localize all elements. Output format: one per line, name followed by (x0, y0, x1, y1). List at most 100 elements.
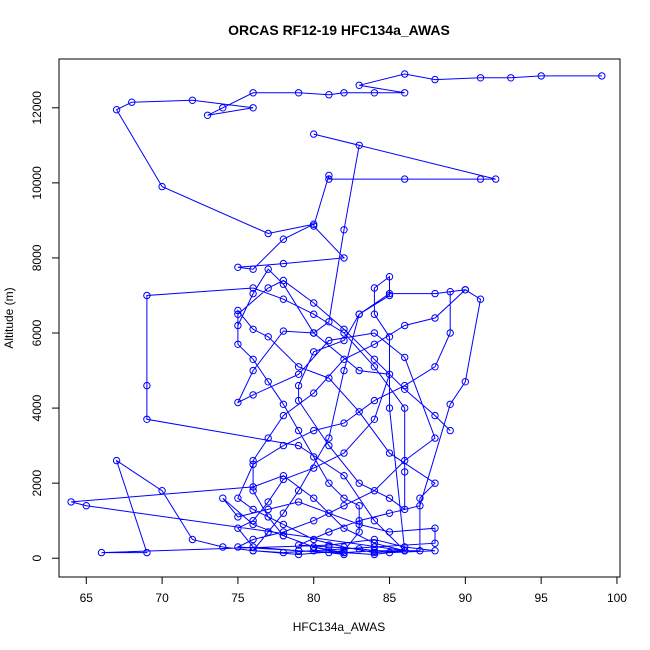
data-point (431, 479, 439, 487)
data-point (294, 541, 303, 549)
data-point (310, 464, 318, 472)
y-tick-label: 4000 (30, 394, 44, 421)
data-point (234, 524, 242, 532)
data-point (279, 472, 288, 480)
data-point (370, 550, 379, 559)
data-point (476, 295, 485, 303)
data-point (385, 291, 394, 300)
data-point (264, 505, 272, 514)
data-point (461, 286, 469, 294)
data-point (355, 310, 363, 318)
data-point (310, 547, 318, 555)
x-tick-label: 75 (231, 591, 245, 605)
data-point (431, 434, 439, 442)
data-point (370, 547, 379, 555)
data-point (461, 378, 469, 386)
data-point (340, 329, 348, 337)
chart-title: ORCAS RF12-19 HFC134a_AWAS (228, 22, 450, 38)
data-point (310, 299, 318, 307)
data-point (340, 355, 348, 363)
data-point (249, 325, 257, 333)
data-point (355, 366, 363, 375)
data-point (431, 314, 439, 322)
data-point (249, 543, 257, 551)
data-point (355, 502, 363, 510)
data-point (219, 543, 227, 551)
data-point (370, 548, 379, 557)
data-point (431, 539, 439, 547)
series-layer (67, 70, 606, 559)
data-point (340, 325, 348, 333)
data-point (340, 366, 348, 375)
data-point (158, 487, 166, 495)
data-point (310, 348, 318, 356)
data-point (249, 391, 257, 399)
data-point (340, 524, 348, 532)
data-point (112, 106, 121, 114)
data-point (385, 494, 394, 502)
data-point (598, 72, 606, 80)
data-point (249, 487, 257, 495)
data-point (355, 81, 363, 90)
x-axis-label: HFC134a_AWAS (293, 620, 385, 634)
data-point (340, 472, 348, 480)
data-point (128, 98, 136, 106)
x-tick-label: 70 (155, 591, 169, 605)
data-point (401, 175, 409, 183)
data-point (279, 400, 288, 408)
data-point (143, 415, 151, 423)
data-point (401, 547, 409, 555)
data-point (370, 329, 379, 337)
data-point (143, 548, 151, 557)
data-point (294, 396, 303, 405)
data-point (446, 288, 454, 296)
data-point (446, 329, 454, 337)
data-point (340, 548, 348, 557)
data-point (401, 456, 409, 465)
data-point (249, 460, 257, 469)
data-point (279, 441, 288, 450)
data-point (401, 89, 409, 97)
x-tick-label: 100 (607, 591, 627, 605)
data-point (234, 321, 242, 330)
data-point (325, 318, 333, 326)
y-tick-label: 6000 (30, 319, 44, 346)
data-point (310, 222, 318, 230)
data-point (310, 543, 318, 551)
data-point (264, 284, 272, 292)
data-point (264, 528, 272, 536)
x-tick-label: 65 (80, 591, 94, 605)
data-point (294, 370, 303, 378)
data-point (370, 310, 379, 318)
data-point (310, 494, 318, 502)
data-point (143, 291, 151, 300)
data-point (340, 502, 348, 510)
y-axis: 0 2000 4000 6000 8000 10000 12000 (30, 91, 60, 562)
data-point (294, 426, 303, 435)
data-point (355, 545, 363, 553)
data-point (370, 517, 379, 525)
data-point (355, 517, 363, 525)
data-point (279, 276, 288, 285)
data-point (401, 404, 409, 412)
data-point (325, 171, 333, 180)
data-point (310, 329, 318, 337)
data-point (340, 547, 348, 555)
data-point (385, 370, 394, 378)
data-point (249, 456, 257, 465)
data-point (431, 75, 439, 84)
x-tick-label: 90 (459, 591, 473, 605)
data-point (385, 449, 394, 457)
data-point (234, 513, 242, 521)
data-point (431, 411, 439, 420)
data-point (264, 333, 272, 341)
data-point (203, 111, 212, 120)
data-point (279, 532, 288, 540)
data-point (294, 363, 303, 371)
data-point (325, 374, 333, 382)
data-point (310, 389, 318, 397)
data-point (385, 548, 394, 557)
data-point (325, 434, 333, 442)
data-point (355, 479, 363, 487)
data-point (294, 550, 303, 559)
